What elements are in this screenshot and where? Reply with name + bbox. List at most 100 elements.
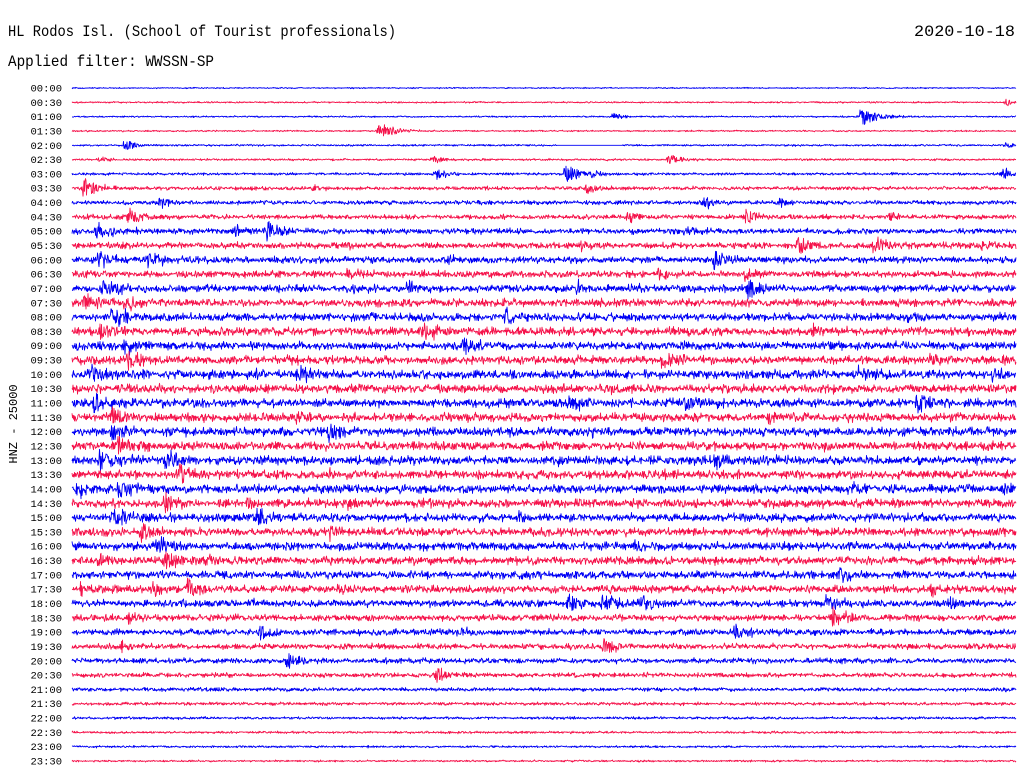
y-axis-label: HNZ - 25000 [7, 384, 21, 463]
trace-04-30 [71, 207, 1017, 224]
time-label-11-00: 11:00 [30, 399, 62, 411]
time-label-19-00: 19:00 [30, 628, 62, 640]
trace-08-30 [71, 322, 1017, 341]
time-label-03-00: 03:00 [30, 169, 62, 181]
trace-03-00 [71, 165, 1016, 182]
filter-label: Applied filter: WWSSN-SP [8, 53, 214, 71]
time-label-21-30: 21:30 [30, 699, 62, 711]
time-label-20-00: 20:00 [30, 656, 62, 668]
trace-11-30 [71, 406, 1017, 426]
time-label-09-00: 09:00 [30, 341, 62, 353]
trace-group [71, 86, 1017, 763]
trace-16-00 [71, 536, 1017, 553]
time-label-04-00: 04:00 [30, 198, 62, 210]
station-title: HL Rodos Isl. (School of Tourist profess… [8, 23, 396, 41]
time-label-06-30: 06:30 [30, 270, 62, 282]
time-label-18-00: 18:00 [30, 599, 62, 611]
time-label-23-30: 23:30 [30, 757, 62, 769]
time-label-11-30: 11:30 [30, 413, 62, 425]
trace-04-00 [71, 197, 1017, 210]
trace-17-00 [71, 567, 1017, 584]
trace-17-30 [71, 577, 1017, 598]
trace-14-30 [71, 491, 1017, 514]
time-label-17-00: 17:00 [30, 570, 62, 582]
trace-15-30 [71, 523, 1017, 543]
time-label-22-30: 22:30 [30, 728, 62, 740]
time-label-12-30: 12:30 [30, 442, 62, 454]
time-label-14-00: 14:00 [30, 484, 62, 496]
trace-01-30 [71, 124, 1016, 137]
time-label-23-00: 23:00 [30, 742, 62, 754]
time-label-16-30: 16:30 [30, 556, 62, 568]
time-label-00-30: 00:30 [30, 98, 62, 110]
trace-00-30 [71, 98, 1017, 107]
time-label-02-00: 02:00 [30, 141, 62, 153]
time-label-15-00: 15:00 [30, 513, 62, 525]
time-label-14-30: 14:30 [30, 499, 62, 511]
time-label-07-30: 07:30 [30, 298, 62, 310]
time-label-12-00: 12:00 [30, 427, 62, 439]
trace-10-30 [71, 382, 1017, 396]
trace-02-30 [71, 155, 1017, 164]
time-label-05-00: 05:00 [30, 227, 62, 239]
time-label-02-30: 02:30 [30, 155, 62, 167]
time-label-05-30: 05:30 [30, 241, 62, 253]
time-label-08-30: 08:30 [30, 327, 62, 339]
trace-06-00 [71, 250, 1017, 271]
trace-08-00 [71, 306, 1017, 328]
trace-22-30 [71, 730, 1017, 735]
trace-00-00 [71, 86, 1017, 90]
time-label-15-30: 15:30 [30, 527, 62, 539]
trace-21-00 [71, 686, 1017, 693]
trace-13-30 [71, 463, 1017, 484]
trace-23-30 [71, 759, 1017, 763]
time-label-16-00: 16:00 [30, 542, 62, 554]
trace-09-00 [71, 337, 1017, 356]
trace-05-30 [71, 236, 1017, 254]
trace-07-00 [71, 278, 1017, 300]
trace-05-00 [71, 220, 1017, 242]
trace-19-30 [71, 638, 1016, 654]
time-label-08-00: 08:00 [30, 313, 62, 325]
time-label-group: 00:00 00:30 01:00 01:30 02:00 02:30 03:00 03:30… [30, 84, 62, 769]
trace-02-00 [72, 140, 1017, 150]
trace-14-00 [71, 481, 1017, 500]
trace-20-00 [71, 653, 1017, 669]
time-label-10-00: 10:00 [30, 370, 62, 382]
trace-21-30 [71, 701, 1017, 707]
time-label-01-00: 01:00 [30, 112, 62, 124]
time-label-18-30: 18:30 [30, 613, 62, 625]
time-label-19-30: 19:30 [30, 642, 62, 654]
time-label-13-30: 13:30 [30, 470, 62, 482]
trace-23-00 [71, 745, 1017, 749]
time-label-22-00: 22:00 [30, 714, 62, 726]
trace-16-30 [71, 551, 1017, 570]
time-label-03-30: 03:30 [30, 184, 62, 196]
time-label-01-30: 01:30 [30, 127, 62, 139]
trace-11-00 [71, 392, 1017, 414]
time-label-13-00: 13:00 [30, 456, 62, 468]
trace-06-30 [71, 267, 1017, 283]
time-label-17-30: 17:30 [30, 585, 62, 597]
trace-20-30 [71, 667, 1017, 683]
trace-10-00 [71, 363, 1017, 384]
trace-22-00 [72, 716, 1017, 721]
time-label-20-30: 20:30 [30, 671, 62, 683]
time-label-21-00: 21:00 [30, 685, 62, 697]
trace-19-00 [71, 623, 1017, 641]
time-label-10-30: 10:30 [30, 384, 62, 396]
trace-01-00 [72, 109, 1017, 125]
record-date: 2020-10-18 [914, 23, 1015, 41]
trace-18-00 [71, 593, 1017, 612]
trace-15-00 [71, 507, 1017, 526]
trace-18-30 [71, 606, 1017, 627]
time-label-07-00: 07:00 [30, 284, 62, 296]
time-label-09-30: 09:30 [30, 356, 62, 368]
time-label-04-30: 04:30 [30, 212, 62, 224]
trace-13-00 [71, 448, 1017, 472]
time-label-06-00: 06:00 [30, 255, 62, 267]
trace-12-30 [71, 435, 1017, 455]
trace-07-30 [71, 293, 1017, 312]
